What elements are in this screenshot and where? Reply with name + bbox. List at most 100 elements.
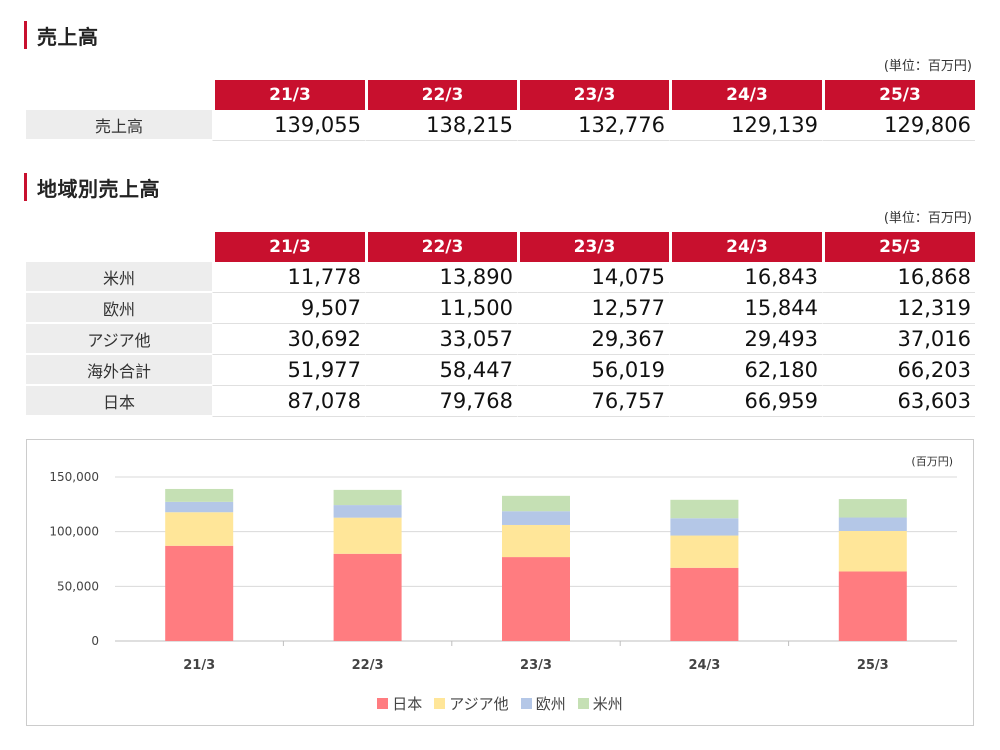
row-label: 海外合計: [26, 355, 212, 386]
table-cell: 129,139: [669, 110, 822, 141]
regional-unit-label: (単位：百万円): [883, 211, 972, 226]
x-tick-label: 25/3: [857, 658, 889, 673]
bar-segment: [502, 557, 570, 641]
table-cell: 13,890: [365, 262, 517, 293]
table-row: 日本 87,078 79,768 76,757 66,959 63,603: [26, 386, 975, 417]
legend-item: アジア他: [434, 693, 509, 714]
x-tick-label: 21/3: [183, 658, 215, 673]
bar-segment: [670, 567, 739, 641]
bar-segment: [502, 524, 570, 558]
table-cell: 63,603: [822, 386, 975, 417]
legend-item: 日本: [377, 693, 422, 714]
bar-segment: [333, 517, 402, 554]
table-row: 欧州 9,507 11,500 12,577 15,844 12,319: [26, 293, 975, 324]
bar-segment: [165, 512, 234, 546]
period-header: 21/3: [212, 80, 365, 110]
period-header: 22/3: [365, 232, 517, 262]
sales-title: 売上高: [37, 24, 99, 49]
table-cell: 11,500: [365, 293, 517, 324]
row-label: 売上高: [26, 110, 212, 141]
legend-label: 日本: [392, 695, 423, 713]
sales-unit-label: (単位：百万円): [883, 59, 972, 74]
row-label: アジア他: [26, 324, 212, 355]
table-cell: 16,868: [822, 262, 975, 293]
y-tick-label: 100,000: [49, 525, 99, 539]
regional-table: 21/3 22/3 23/3 24/3 25/3 米州 11,778 13,89…: [26, 232, 975, 417]
regional-section-title: 地域別売上高: [24, 173, 160, 201]
table-row: 海外合計 51,977 58,447 56,019 62,180 66,203: [26, 355, 975, 386]
table-cell: 29,493: [669, 324, 822, 355]
period-header: 24/3: [669, 232, 822, 262]
table-cell: 16,843: [669, 262, 822, 293]
table-row: 売上高 139,055 138,215 132,776 129,139 129,…: [26, 110, 975, 141]
period-header: 22/3: [365, 80, 517, 110]
bar-segment: [670, 518, 739, 536]
bar-segment: [165, 545, 234, 641]
table-cell: 79,768: [365, 386, 517, 417]
regional-sales-chart: 0 50,000 100,000 150,000 21/3 22/3 23/3 24/3 25/…: [26, 439, 974, 726]
bar-segment: [838, 530, 907, 572]
sales-table: 21/3 22/3 23/3 24/3 25/3 売上高 139,055 138…: [26, 80, 975, 141]
row-label: 日本: [26, 386, 212, 417]
regional-title: 地域別売上高: [37, 176, 160, 201]
y-tick-label: 50,000: [57, 579, 99, 593]
period-header: 24/3: [669, 80, 822, 110]
x-tick-label: 22/3: [352, 658, 384, 673]
bar-segment: [838, 499, 907, 518]
bar-segment: [502, 495, 570, 512]
table-cell: 66,959: [669, 386, 822, 417]
table-cell: 129,806: [822, 110, 975, 141]
period-header: 25/3: [822, 80, 975, 110]
table-cell: 51,977: [212, 355, 365, 386]
table-cell: 29,367: [517, 324, 669, 355]
bar-segment: [838, 571, 907, 641]
table-row: 米州 11,778 13,890 14,075 16,843 16,868: [26, 262, 975, 293]
sales-section-title: 売上高: [24, 21, 99, 49]
x-tick-label: 23/3: [520, 658, 552, 673]
period-header: 23/3: [517, 80, 669, 110]
table-cell: 37,016: [822, 324, 975, 355]
bar-segment: [333, 505, 402, 518]
table-cell: 9,507: [212, 293, 365, 324]
legend-label: アジア他: [449, 695, 509, 713]
bar-segment: [165, 501, 234, 513]
legend-item: 欧州: [520, 693, 566, 714]
bar-segment: [502, 511, 570, 525]
period-header: 21/3: [212, 232, 365, 262]
table-cell: 66,203: [822, 355, 975, 386]
bar-segment: [165, 488, 234, 502]
x-tick-label: 24/3: [688, 658, 720, 673]
bar-segment: [838, 517, 907, 531]
table-cell: 30,692: [212, 324, 365, 355]
table-cell: 139,055: [212, 110, 365, 141]
legend-item: 米州: [577, 693, 623, 714]
title-accent-bar: [24, 21, 27, 49]
legend-swatch: [520, 698, 532, 709]
bar-segment: [670, 499, 739, 519]
table-cell: 12,319: [822, 293, 975, 324]
table-cell: 87,078: [212, 386, 365, 417]
table-cell: 15,844: [669, 293, 822, 324]
legend-swatch: [434, 698, 446, 709]
bar-segment: [333, 553, 402, 641]
chart-unit-label: (百万円): [911, 455, 953, 468]
y-tick-label: 0: [91, 634, 99, 648]
table-cell: 12,577: [517, 293, 669, 324]
title-accent-bar: [24, 173, 27, 201]
table-cell: 56,019: [517, 355, 669, 386]
table-cell: 62,180: [669, 355, 822, 386]
table-cell: 76,757: [517, 386, 669, 417]
legend-label: 欧州: [535, 695, 566, 713]
bar-segment: [670, 535, 739, 568]
table-cell: 14,075: [517, 262, 669, 293]
y-tick-label: 150,000: [49, 470, 99, 484]
legend-swatch: [377, 698, 389, 709]
bar-segment: [333, 489, 402, 506]
legend-swatch: [577, 698, 589, 709]
table-cell: 11,778: [212, 262, 365, 293]
row-label: 欧州: [26, 293, 212, 324]
stacked-bar-chart: 0 50,000 100,000 150,000 21/3 22/3 23/3 24/3 25/…: [49, 470, 957, 673]
chart-legend: 日本 アジア他 欧州 米州: [27, 693, 973, 714]
table-row: アジア他 30,692 33,057 29,367 29,493 37,016: [26, 324, 975, 355]
table-cell: 58,447: [365, 355, 517, 386]
